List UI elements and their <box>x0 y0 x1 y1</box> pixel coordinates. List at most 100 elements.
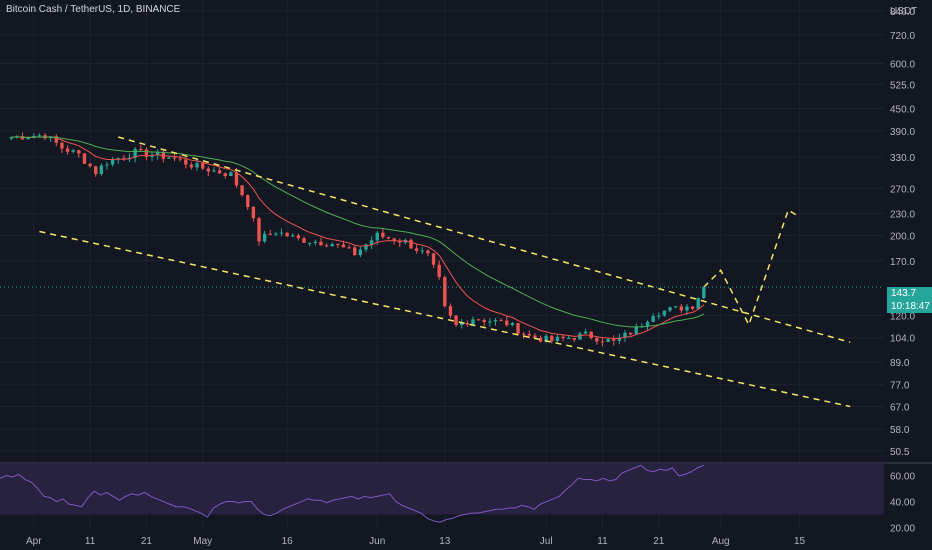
candle-body <box>381 232 385 238</box>
candle-body <box>465 322 470 325</box>
candle-body <box>521 333 526 335</box>
candle-body <box>471 319 475 325</box>
candle-body <box>645 321 650 327</box>
candle-body <box>657 315 661 317</box>
candle-body <box>527 334 531 336</box>
candle-body <box>634 326 638 335</box>
candle-body <box>516 323 520 334</box>
candle-body <box>54 136 58 143</box>
candle-body <box>409 239 413 249</box>
candle-body <box>110 159 115 165</box>
candle-body <box>77 150 81 154</box>
candle-body <box>448 306 453 316</box>
candle-body <box>600 341 605 343</box>
candle-body <box>178 158 182 160</box>
candle-body <box>566 337 571 339</box>
candle-body <box>386 237 391 239</box>
candle-body <box>251 206 256 219</box>
candle-body <box>262 233 267 242</box>
candle-body <box>392 238 396 242</box>
time-tick-label: Jul <box>540 536 553 547</box>
candle-body <box>443 277 447 307</box>
time-tick-label: 21 <box>141 536 153 547</box>
price-tick-label: 840.0 <box>890 7 915 18</box>
candle-body <box>155 151 160 156</box>
candle-body <box>195 163 199 168</box>
candle-body <box>285 232 289 237</box>
candle-body <box>499 320 503 322</box>
candle-body <box>71 150 75 152</box>
candle-body <box>133 148 137 158</box>
candle-body <box>201 163 205 169</box>
candle-body <box>9 137 13 139</box>
time-tick-label: 21 <box>653 536 665 547</box>
candle-body <box>533 335 537 338</box>
candle-body <box>510 323 515 326</box>
candle-body <box>37 135 42 137</box>
price-tick-label: 77.0 <box>890 381 910 392</box>
time-tick-label: 16 <box>282 536 294 547</box>
candle-body <box>268 233 272 235</box>
channel-trendline <box>118 136 851 344</box>
rsi-tick-label: 40.00 <box>890 498 915 509</box>
price-tick-label: 390.0 <box>890 127 915 138</box>
candle-body <box>127 157 132 159</box>
candle-body <box>336 244 340 246</box>
candle-body <box>544 335 548 342</box>
candle-body <box>583 331 588 334</box>
price-tick-label: 270.0 <box>890 184 915 195</box>
candle-body <box>172 157 177 159</box>
candle-body <box>679 306 683 311</box>
candle-body <box>26 137 30 140</box>
time-tick-label: Apr <box>26 536 42 547</box>
price-tick-label: 120.0 <box>890 311 915 322</box>
candle-body <box>437 264 441 278</box>
candle-body <box>673 306 678 308</box>
price-tick-label: 525.0 <box>890 80 915 91</box>
candles <box>9 132 706 347</box>
time-tick-label: 11 <box>85 536 96 547</box>
candle-body <box>690 306 695 309</box>
candle-body <box>505 320 509 326</box>
candle-body <box>341 244 346 248</box>
candle-body <box>313 241 318 243</box>
price-tick-label: 104.0 <box>890 334 915 345</box>
candle-body <box>296 235 301 239</box>
candle-body <box>550 335 554 342</box>
candle-body <box>482 319 486 322</box>
candle-body <box>426 250 430 254</box>
time-tick-label: Jun <box>369 536 385 547</box>
candle-body <box>476 319 481 321</box>
candle-body <box>572 337 577 340</box>
candle-body <box>99 165 104 175</box>
candle-body <box>398 241 402 243</box>
price-tick-label: 720.0 <box>890 31 915 42</box>
candle-body <box>60 142 64 149</box>
candle-body <box>167 157 171 159</box>
candle-body <box>651 316 655 322</box>
chart-title: Bitcoin Cash / TetherUS, 1D, BINANCE <box>6 4 181 15</box>
rsi-line <box>0 464 705 523</box>
time-tick-label: 11 <box>597 536 608 547</box>
candle-body <box>589 331 593 339</box>
rsi-tick-label: 20.00 <box>890 523 915 534</box>
price-tick-label: 330.0 <box>890 153 915 164</box>
candle-body <box>538 337 543 342</box>
price-tick-label: 600.0 <box>890 59 915 70</box>
candle-body <box>319 241 323 246</box>
candle-body <box>274 233 278 235</box>
candle-body <box>369 240 374 245</box>
candle-body <box>578 333 582 340</box>
candle-body <box>561 336 565 339</box>
candle-body <box>668 307 672 311</box>
candle-body <box>82 153 87 164</box>
candle-body <box>291 235 295 237</box>
candle-body <box>307 242 312 244</box>
price-tick-label: 170.0 <box>890 257 915 268</box>
candle-body <box>94 166 98 175</box>
candle-body <box>662 310 667 316</box>
candle-body <box>217 170 222 174</box>
candle-body <box>302 238 306 243</box>
candle-body <box>696 297 700 309</box>
